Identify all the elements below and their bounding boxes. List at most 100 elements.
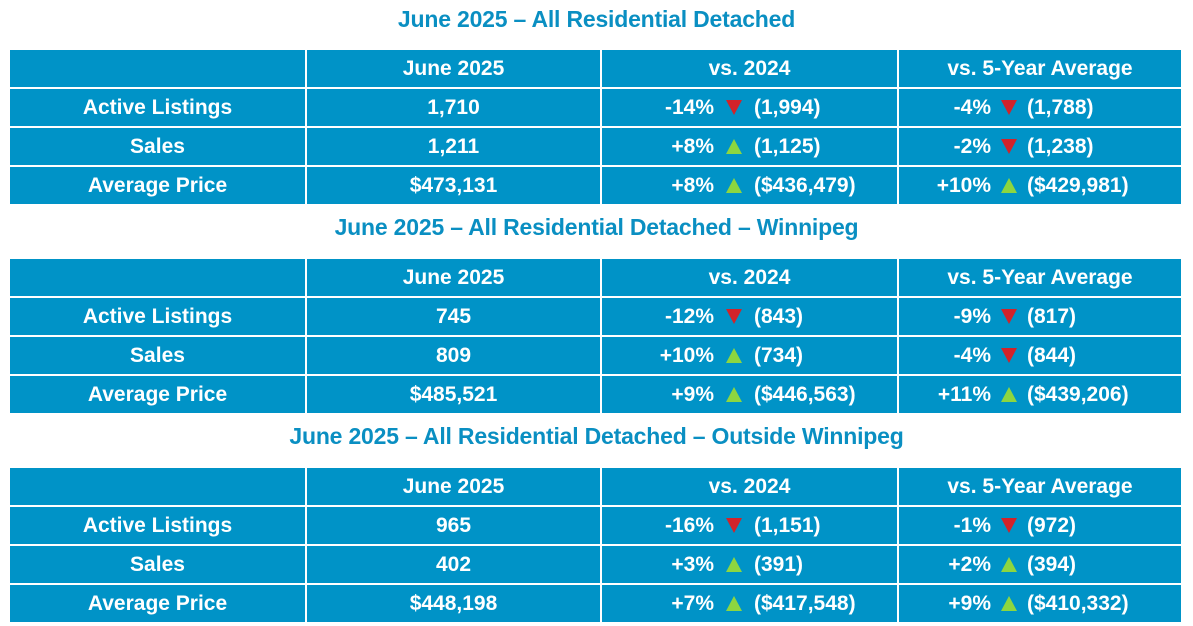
table-row: Average Price $473,131 +8% ($436,479) +10% ($… — [10, 165, 1181, 204]
stats-table: June 2025 vs. 2024 vs. 5-Year Average Activ… — [10, 466, 1181, 622]
comparison-group: +10% (734) — [602, 337, 897, 374]
triangle-up-icon — [726, 348, 742, 363]
previous-value: (1,994) — [754, 95, 821, 119]
arrow-up-icon — [714, 348, 754, 363]
row-label: Average Price — [10, 374, 307, 413]
percent-change: +7% — [671, 591, 714, 615]
percent-change: -9% — [953, 304, 991, 328]
arrow-up-icon — [714, 387, 754, 402]
header-cell-3: vs. 2024 — [600, 466, 899, 507]
previous-value: (394) — [1027, 552, 1077, 576]
triangle-down-icon — [1001, 139, 1017, 154]
comparison-cell: +8% ($436,479) — [600, 165, 899, 204]
comparison-group: +3% (391) — [602, 546, 897, 583]
percent-change: -4% — [953, 95, 991, 119]
comparison-cell: +7% ($417,548) — [600, 583, 899, 622]
previous-value: (817) — [1027, 304, 1077, 328]
comparison-group: +7% ($417,548) — [602, 585, 897, 622]
current-value: 1,211 — [305, 126, 602, 167]
previous-value: (391) — [754, 552, 804, 576]
comparison-group: +10% ($429,981) — [899, 167, 1181, 204]
current-value: $485,521 — [305, 374, 602, 413]
comparison-group: -9% (817) — [899, 298, 1181, 335]
header-cell-2: June 2025 — [305, 466, 602, 507]
previous-value: (734) — [754, 343, 804, 367]
row-label: Active Listings — [10, 296, 307, 337]
triangle-up-icon — [1001, 387, 1017, 402]
arrow-down-icon — [991, 348, 1027, 363]
header-row: June 2025 vs. 2024 vs. 5-Year Average — [10, 466, 1181, 507]
triangle-down-icon — [1001, 348, 1017, 363]
arrow-up-icon — [714, 178, 754, 193]
comparison-cell: +2% (394) — [897, 544, 1181, 585]
previous-value: ($417,548) — [754, 591, 856, 615]
current-value: 809 — [305, 335, 602, 376]
header-cell-2: June 2025 — [305, 48, 602, 89]
triangle-up-icon — [1001, 557, 1017, 572]
comparison-group: -14% (1,994) — [602, 89, 897, 126]
triangle-up-icon — [726, 178, 742, 193]
arrow-up-icon — [991, 557, 1027, 572]
comparison-cell: +9% ($410,332) — [897, 583, 1181, 622]
previous-value: ($429,981) — [1027, 173, 1129, 197]
current-value: 402 — [305, 544, 602, 585]
comparison-cell: -12% (843) — [600, 296, 899, 337]
current-value: $448,198 — [305, 583, 602, 622]
previous-value: (1,238) — [1027, 134, 1094, 158]
comparison-group: -16% (1,151) — [602, 507, 897, 544]
comparison-group: +8% (1,125) — [602, 128, 897, 165]
comparison-group: +2% (394) — [899, 546, 1181, 583]
comparison-cell: -1% (972) — [897, 505, 1181, 546]
comparison-group: +9% ($410,332) — [899, 585, 1181, 622]
triangle-down-icon — [1001, 309, 1017, 324]
comparison-cell: -9% (817) — [897, 296, 1181, 337]
header-cell-1 — [10, 48, 307, 89]
arrow-up-icon — [991, 596, 1027, 611]
comparison-group: +11% ($439,206) — [899, 376, 1181, 413]
row-label: Average Price — [10, 165, 307, 204]
arrow-down-icon — [714, 100, 754, 115]
row-label: Average Price — [10, 583, 307, 622]
row-label: Sales — [10, 335, 307, 376]
header-cell-2: June 2025 — [305, 257, 602, 298]
section-title: June 2025 – All Residential Detached – O… — [289, 423, 904, 449]
triangle-down-icon — [1001, 518, 1017, 533]
percent-change: +9% — [671, 382, 714, 406]
percent-change: +10% — [936, 173, 991, 197]
comparison-cell: -16% (1,151) — [600, 505, 899, 546]
arrow-up-icon — [714, 139, 754, 154]
triangle-up-icon — [726, 596, 742, 611]
comparison-cell: -4% (1,788) — [897, 87, 1181, 128]
comparison-cell: +9% ($446,563) — [600, 374, 899, 413]
percent-change: +10% — [659, 343, 714, 367]
comparison-group: -2% (1,238) — [899, 128, 1181, 165]
table-row: Sales 809 +10% (734) -4% (844) — [10, 335, 1181, 376]
percent-change: -2% — [953, 134, 991, 158]
previous-value: ($410,332) — [1027, 591, 1129, 615]
stats-table: June 2025 vs. 2024 vs. 5-Year Average Activ… — [10, 48, 1181, 204]
header-cell-4: vs. 5-Year Average — [897, 466, 1181, 507]
previous-value: (1,151) — [754, 513, 821, 537]
percent-change: +2% — [948, 552, 991, 576]
previous-value: ($439,206) — [1027, 382, 1129, 406]
row-label: Active Listings — [10, 87, 307, 128]
table-row: Sales 1,211 +8% (1,125) -2% (1,238) — [10, 126, 1181, 167]
percent-change: -16% — [664, 513, 714, 537]
table-row: Active Listings 1,710 -14% (1,994) -4% (1,788… — [10, 87, 1181, 128]
header-cell-1 — [10, 466, 307, 507]
arrow-up-icon — [714, 557, 754, 572]
comparison-cell: +8% (1,125) — [600, 126, 899, 167]
arrow-down-icon — [991, 309, 1027, 324]
comparison-cell: -14% (1,994) — [600, 87, 899, 128]
comparison-cell: +3% (391) — [600, 544, 899, 585]
current-value: 745 — [305, 296, 602, 337]
percent-change: -4% — [953, 343, 991, 367]
row-label: Sales — [10, 126, 307, 167]
table-row: Active Listings 745 -12% (843) -9% (817) — [10, 296, 1181, 337]
stats-table: June 2025 vs. 2024 vs. 5-Year Average Activ… — [10, 257, 1181, 413]
previous-value: (1,788) — [1027, 95, 1094, 119]
row-label: Sales — [10, 544, 307, 585]
row-label: Active Listings — [10, 505, 307, 546]
arrow-down-icon — [991, 100, 1027, 115]
comparison-group: +9% ($446,563) — [602, 376, 897, 413]
